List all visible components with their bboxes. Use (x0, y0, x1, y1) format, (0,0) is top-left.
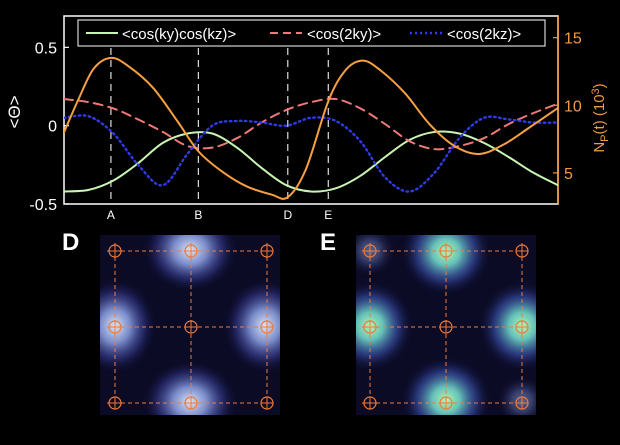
legend-label-cos-2kz: <cos(2kz)> (447, 26, 521, 43)
series-cos-ky-cos-kz (64, 130, 558, 193)
right-axis-label: NP(t) (103) (590, 83, 611, 152)
right-label-main: N (591, 142, 608, 153)
series-np (64, 56, 558, 200)
left-axis-label-text: <Θ> (5, 95, 24, 128)
right-label-end: ) (591, 83, 608, 88)
left-tick-label-0-5: -0.5 (29, 197, 57, 214)
legend-label-cos-2ky: <cos(2ky)> (307, 26, 381, 43)
legend-label-cos-ky-cos-kz: <cos(ky)cos(kz)> (122, 26, 236, 43)
heatmap-d-blob-top (142, 235, 238, 292)
right-tick-label-5: 5 (564, 166, 573, 183)
marker-label-a: A (107, 208, 115, 222)
heatmap-e-blob-corner-tl (356, 235, 396, 277)
right-tick-label-15: 15 (564, 31, 582, 48)
series-cos-2ky (64, 97, 558, 151)
panel-label-e: E (320, 229, 336, 256)
right-label-rest: (t) (10 (591, 94, 608, 134)
right-axis-label-text: NP(t) (103) (590, 83, 611, 152)
marker-label-b: B (194, 208, 202, 222)
line-plot: 0.5 0 -0.5 15 10 5 A B D E <Θ> NP(t) (103) <cos… (5, 15, 611, 222)
heatmap-d-lattice (107, 243, 275, 411)
left-axis-ticks: 0.5 0 -0.5 (29, 40, 69, 214)
heatmap-e-blob-corner-br (496, 375, 536, 415)
series-group (64, 56, 558, 200)
marker-label-d: D (283, 208, 292, 222)
right-label-sup: 3 (590, 88, 602, 94)
left-tick-label-0-5: 0.5 (35, 40, 57, 57)
left-tick-label-0: 0 (48, 119, 57, 136)
right-axis-ticks: 15 10 5 (553, 16, 582, 204)
panel-label-d: D (62, 229, 79, 256)
legend-box (77, 19, 546, 47)
heatmap-d-blob-left (100, 278, 157, 374)
right-label-sub: P (599, 134, 611, 141)
marker-label-e: E (324, 208, 332, 222)
heatmap-e-lattice (362, 243, 530, 411)
heatmap-panel-e: E (320, 229, 536, 415)
heatmap-d-blob-right (223, 278, 280, 374)
left-axis-label: <Θ> (5, 95, 24, 128)
right-tick-label-10: 10 (564, 98, 582, 115)
series-cos-2kz (64, 114, 558, 193)
legend: <cos(ky)cos(kz)> <cos(2ky)> <cos(2kz)> (77, 19, 546, 47)
heatmap-panel-d: D (62, 229, 280, 415)
heatmap-d-blob-bottom (142, 360, 238, 415)
